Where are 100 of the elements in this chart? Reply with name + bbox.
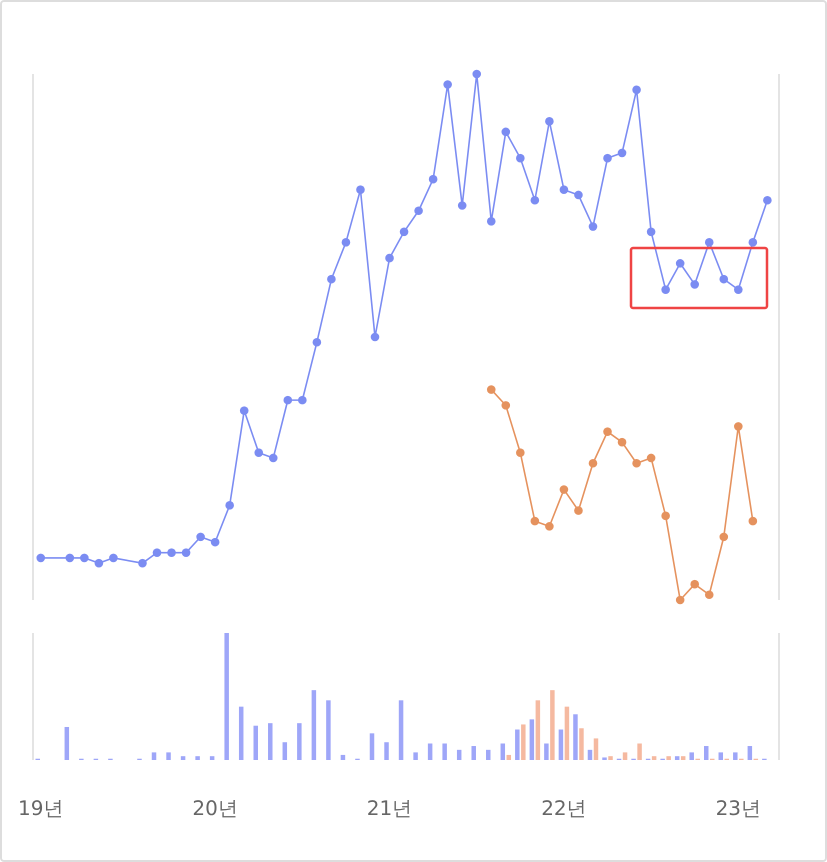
point: [298, 396, 307, 404]
x-tick-label: 19년: [18, 796, 64, 820]
bar: [442, 743, 447, 760]
bar: [326, 700, 331, 760]
bar: [398, 700, 404, 760]
bar: [456, 750, 462, 760]
point: [501, 401, 510, 410]
bar: [588, 750, 592, 760]
point: [210, 538, 220, 546]
point: [327, 274, 336, 284]
point: [152, 548, 162, 557]
point: [356, 185, 365, 194]
bar: [428, 743, 432, 760]
point: [618, 148, 626, 158]
point: [588, 458, 598, 468]
point: [138, 558, 147, 568]
bar: [674, 756, 680, 760]
point: [632, 458, 641, 468]
bar: [718, 752, 724, 760]
bar: [594, 738, 598, 760]
point: [560, 485, 568, 494]
point: [284, 396, 292, 404]
point: [763, 196, 772, 205]
bar: [515, 730, 520, 760]
bar: [370, 733, 374, 760]
bar: [637, 743, 642, 760]
bar: [224, 633, 229, 760]
point: [588, 222, 598, 231]
point: [748, 516, 758, 526]
bar: [340, 754, 346, 760]
point: [646, 454, 656, 462]
x-tick-label: 23년: [716, 796, 762, 820]
bar: [608, 756, 613, 760]
bar: [268, 723, 273, 760]
bar: [486, 750, 491, 760]
bar: [152, 752, 156, 760]
point: [240, 406, 249, 415]
bar: [471, 746, 476, 760]
bar: [210, 756, 214, 760]
bar: [579, 728, 584, 760]
bar: [312, 690, 316, 760]
point: [66, 554, 74, 562]
bar: [536, 700, 540, 760]
bar: [748, 746, 752, 760]
x-tick-label: 20년: [192, 796, 238, 820]
point: [560, 185, 568, 194]
point: [530, 196, 540, 205]
point: [734, 422, 743, 431]
bar: [550, 690, 555, 760]
point: [342, 238, 350, 247]
point: [312, 338, 322, 347]
bar: [564, 706, 570, 760]
bar: [521, 724, 526, 760]
point: [618, 438, 626, 446]
point: [516, 154, 525, 162]
bar: [195, 756, 200, 760]
point: [574, 506, 583, 515]
point: [486, 216, 496, 226]
point: [748, 238, 758, 247]
bar: [704, 746, 708, 760]
point: [428, 174, 438, 184]
x-tick-label: 22년: [541, 796, 587, 820]
point: [36, 554, 46, 562]
point: [196, 532, 205, 542]
point: [661, 285, 670, 294]
bar: [253, 726, 258, 760]
point: [472, 70, 482, 78]
bar: [602, 757, 607, 760]
bar: [558, 730, 564, 760]
bar: [652, 756, 656, 760]
point: [182, 548, 190, 557]
bar: [64, 726, 70, 760]
point: [167, 548, 176, 557]
bar: [733, 752, 738, 760]
point: [719, 274, 728, 284]
bar: [413, 752, 418, 760]
point: [545, 117, 554, 126]
point: [516, 448, 525, 458]
point: [414, 206, 423, 216]
point: [225, 501, 234, 510]
point: [704, 238, 714, 247]
bar: [297, 723, 302, 760]
point: [676, 259, 684, 268]
point: [80, 554, 89, 562]
bar: [282, 742, 288, 760]
point: [254, 448, 264, 458]
point: [94, 558, 104, 568]
point: [545, 522, 554, 531]
point: [268, 454, 278, 462]
bar: [544, 743, 549, 760]
bar: [666, 756, 671, 760]
point: [109, 554, 118, 562]
point: [370, 332, 380, 342]
bar: [573, 714, 578, 760]
bar: [530, 719, 534, 760]
point: [646, 228, 656, 236]
bar: [238, 706, 244, 760]
bar: [180, 756, 186, 760]
point: [719, 532, 728, 542]
point: [458, 201, 466, 210]
